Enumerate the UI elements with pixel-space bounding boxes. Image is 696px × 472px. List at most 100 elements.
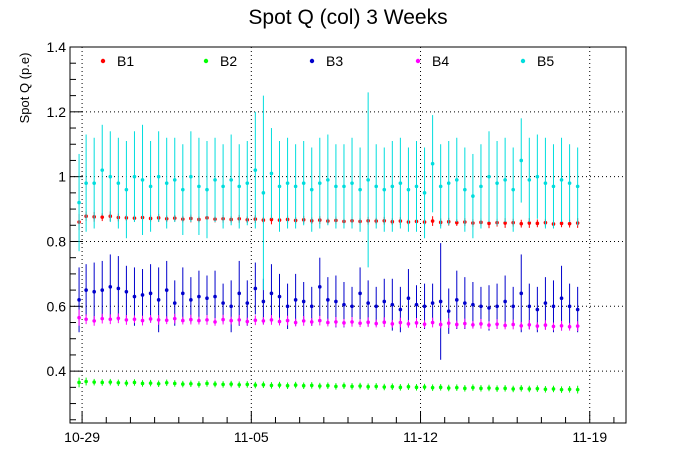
chart-title: Spot Q (col) 3 Weeks — [248, 6, 447, 29]
data-point — [503, 299, 507, 304]
data-point — [519, 386, 524, 391]
data-point — [350, 320, 354, 324]
data-point — [100, 316, 105, 321]
data-point — [277, 184, 282, 189]
data-point — [430, 161, 435, 166]
legend-marker-b2 — [203, 58, 209, 64]
data-point — [358, 321, 362, 325]
data-point — [358, 291, 362, 296]
data-point — [471, 385, 475, 390]
data-point — [124, 318, 129, 322]
data-point — [527, 387, 532, 391]
data-point — [197, 184, 201, 189]
data-point — [132, 294, 137, 299]
data-point — [124, 187, 129, 192]
data-point — [390, 184, 395, 189]
data-point — [326, 298, 330, 302]
y-tick-label: 1.4 — [47, 39, 67, 55]
data-point — [422, 191, 427, 195]
data-point — [446, 321, 451, 325]
data-point — [326, 178, 330, 182]
data-point — [326, 383, 330, 388]
series-b3 — [77, 243, 580, 360]
data-point — [446, 181, 451, 185]
data-point — [172, 301, 177, 305]
data-point — [132, 380, 137, 385]
data-point — [414, 385, 419, 390]
data-point — [567, 221, 572, 226]
data-point — [503, 178, 507, 182]
data-point — [309, 304, 314, 309]
data-point — [197, 318, 201, 323]
data-point — [140, 293, 145, 297]
data-point — [519, 221, 524, 226]
data-point — [245, 319, 250, 324]
data-point — [277, 319, 282, 324]
data-point — [503, 386, 507, 391]
data-point — [406, 187, 411, 192]
data-point — [551, 184, 556, 189]
legend-marker-b5 — [520, 58, 526, 64]
y-tick-label: 0.6 — [47, 298, 67, 314]
data-point — [197, 382, 201, 387]
data-point — [366, 320, 370, 324]
x-tick-label: 11-12 — [403, 429, 438, 445]
data-point — [77, 298, 81, 302]
data-point — [237, 184, 242, 189]
data-point — [463, 386, 467, 391]
data-point — [398, 307, 403, 312]
data-point — [382, 385, 387, 389]
data-point — [285, 383, 290, 388]
y-tick-label: 0.4 — [47, 363, 67, 379]
data-point — [342, 383, 346, 388]
data-point — [213, 382, 217, 386]
data-point — [422, 322, 427, 326]
data-point — [253, 383, 258, 387]
data-point — [77, 380, 81, 385]
data-point — [100, 380, 105, 385]
data-point — [390, 322, 395, 326]
data-point — [471, 322, 475, 327]
data-point — [543, 387, 548, 392]
data-point — [317, 285, 322, 289]
data-point — [213, 294, 217, 299]
data-point — [487, 306, 491, 310]
data-point — [366, 178, 370, 182]
data-point — [285, 318, 290, 323]
data-point — [535, 307, 540, 312]
data-point — [342, 184, 346, 189]
axes: 0.4 0.6 0.8 1 1.2 1.4 10-29 11-05 11-12 11-19 — [47, 39, 615, 445]
data-point — [511, 304, 515, 309]
legend-marker-b1 — [100, 58, 106, 64]
data-point — [84, 288, 88, 292]
data-point — [430, 219, 435, 223]
data-point — [495, 386, 499, 391]
x-tick-label: 11-05 — [234, 429, 269, 445]
plot-frame — [69, 46, 627, 424]
data-point — [479, 322, 483, 326]
data-point — [164, 288, 169, 292]
data-point — [116, 316, 121, 321]
data-point — [487, 386, 491, 390]
data-point — [559, 323, 564, 328]
data-point — [108, 380, 113, 384]
data-point — [237, 382, 242, 387]
data-point — [221, 317, 225, 322]
data-point — [334, 320, 338, 324]
data-point — [358, 187, 362, 192]
data-point — [511, 387, 515, 391]
data-point — [382, 299, 387, 304]
data-point — [511, 322, 515, 327]
data-point — [293, 184, 298, 189]
data-point — [221, 301, 225, 305]
series-b4 — [77, 309, 580, 331]
data-point — [487, 174, 491, 179]
series-b1 — [77, 211, 580, 231]
data-point — [551, 387, 556, 391]
data-point — [430, 385, 435, 390]
data-point — [181, 291, 185, 296]
data-point — [108, 285, 113, 289]
data-point — [221, 382, 225, 387]
data-point — [334, 299, 338, 304]
